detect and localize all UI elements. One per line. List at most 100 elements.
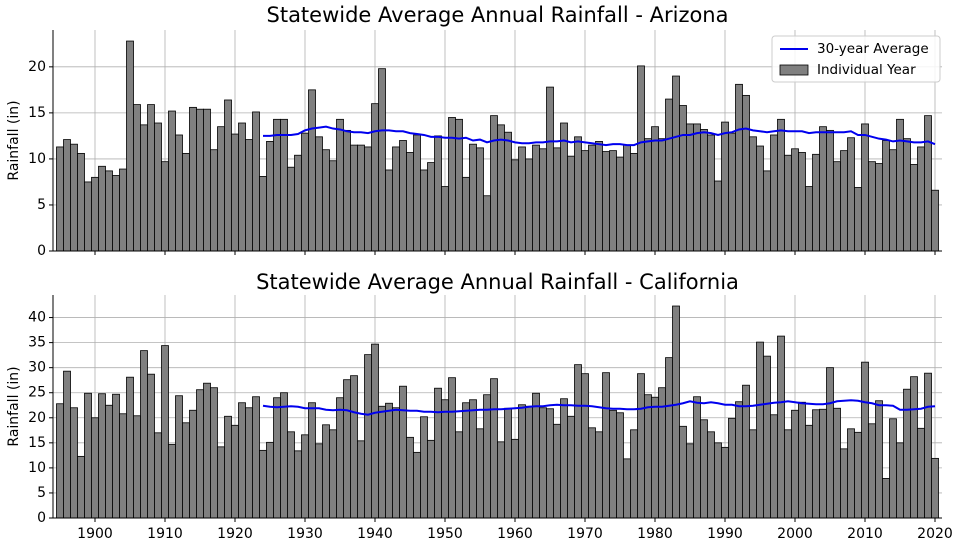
bar [329,429,337,519]
bar [637,65,645,252]
bar [518,146,526,252]
bar [154,432,162,519]
bar [882,478,890,519]
bar [392,146,400,252]
bar [476,147,484,252]
bar [385,402,393,519]
bar [371,103,379,252]
bar [322,424,330,519]
bar [252,111,260,252]
bar [931,189,939,252]
bar [84,392,92,519]
bar [770,134,778,252]
bar [924,115,932,252]
bar [672,75,680,252]
bar [840,448,848,519]
bar [427,439,435,519]
x-tick-label: 1960 [497,526,533,542]
bar [294,450,302,519]
y-tick-label: 20 [28,59,46,75]
chart-title: Statewide Average Annual Rainfall - Ariz… [267,3,729,27]
bar [476,428,484,519]
bar [308,402,316,519]
bar [581,373,589,519]
bar [98,165,106,252]
bar [553,147,561,252]
x-tick-label: 2010 [847,526,883,542]
bar [273,397,281,519]
bar [511,159,519,252]
bar [483,394,491,519]
bar [217,126,225,252]
bar [231,133,239,252]
bar [777,335,785,519]
bar [497,441,505,519]
bar [280,392,288,519]
bar [322,149,330,252]
bar [525,158,533,252]
bar [623,458,631,519]
bar [595,141,603,252]
bar [91,417,99,519]
bar [784,429,792,519]
bar [896,118,904,252]
bar [791,148,799,252]
bar [763,170,771,252]
bar [364,146,372,252]
bar [399,385,407,519]
bar [147,104,155,252]
bar [609,150,617,252]
bar [854,187,862,252]
bar [742,94,750,252]
bar [126,40,134,252]
bar [700,129,708,252]
bar [105,170,113,252]
bar [875,163,883,252]
bar [756,145,764,252]
bar [329,160,337,252]
x-tick-label: 1920 [217,526,253,542]
bar [539,148,547,252]
bar [392,407,400,519]
bar [588,144,596,252]
bar [847,137,855,252]
bar [714,442,722,519]
bar [147,373,155,519]
bar [161,345,169,519]
bar [917,146,925,252]
bar [266,141,274,252]
x-tick-label: 2020 [917,526,953,542]
bar [56,146,64,252]
bar [336,118,344,252]
y-tick-label: 5 [37,485,46,501]
bar [196,108,204,252]
bar [497,124,505,252]
bar [490,378,498,519]
bar [525,405,533,519]
x-tick-label: 1970 [567,526,603,542]
bar [245,407,253,519]
bar [189,106,197,252]
bar [217,446,225,519]
bar [826,129,834,252]
bar [420,416,428,519]
x-tick-label: 1940 [357,526,393,542]
bar [763,355,771,519]
bar [70,143,78,252]
bar [623,144,631,252]
bar [378,405,386,519]
bar [441,186,449,252]
bar [504,131,512,252]
bar [658,138,666,252]
bar [588,427,596,519]
bar [826,367,834,519]
bar [728,417,736,519]
bar [602,151,610,252]
bar [560,398,568,519]
bar [805,424,813,519]
bar [665,98,673,252]
bar [63,370,71,519]
average-line [263,125,936,147]
x-tick-label: 1950 [427,526,463,542]
bar [287,431,295,519]
